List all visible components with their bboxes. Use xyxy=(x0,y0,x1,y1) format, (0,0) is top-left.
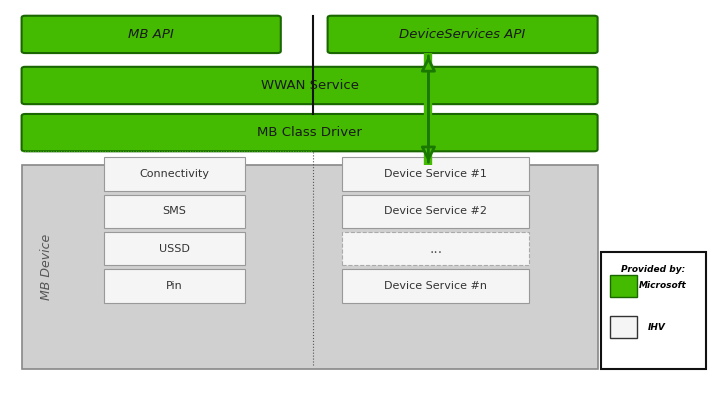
Text: Microsoft: Microsoft xyxy=(639,281,686,290)
Bar xyxy=(104,232,245,265)
Text: IHV: IHV xyxy=(648,323,665,332)
Bar xyxy=(601,252,706,369)
Text: WWAN Service: WWAN Service xyxy=(261,79,359,92)
Text: MB API: MB API xyxy=(128,28,174,41)
Bar xyxy=(104,269,245,303)
FancyBboxPatch shape xyxy=(328,16,598,53)
Bar xyxy=(342,232,529,265)
FancyBboxPatch shape xyxy=(22,67,598,104)
Bar xyxy=(610,316,637,338)
Text: Device Service #1: Device Service #1 xyxy=(384,169,487,179)
Bar xyxy=(610,275,637,297)
Text: MB Class Driver: MB Class Driver xyxy=(257,126,362,139)
Text: Device Service #n: Device Service #n xyxy=(384,281,487,291)
Text: Provided by:: Provided by: xyxy=(621,265,685,274)
Text: Device Service #2: Device Service #2 xyxy=(384,206,487,216)
Bar xyxy=(104,195,245,228)
Bar xyxy=(342,269,529,303)
FancyBboxPatch shape xyxy=(22,114,598,151)
Bar xyxy=(22,165,598,369)
Text: USSD: USSD xyxy=(159,244,190,253)
Text: DeviceServices API: DeviceServices API xyxy=(400,28,526,41)
Text: MB Device: MB Device xyxy=(40,234,53,300)
Text: Pin: Pin xyxy=(166,281,183,291)
Bar xyxy=(342,157,529,191)
FancyBboxPatch shape xyxy=(22,16,281,53)
Bar xyxy=(104,157,245,191)
Bar xyxy=(342,195,529,228)
Text: Connectivity: Connectivity xyxy=(140,169,210,179)
Text: ...: ... xyxy=(429,242,442,255)
Text: SMS: SMS xyxy=(163,206,186,216)
